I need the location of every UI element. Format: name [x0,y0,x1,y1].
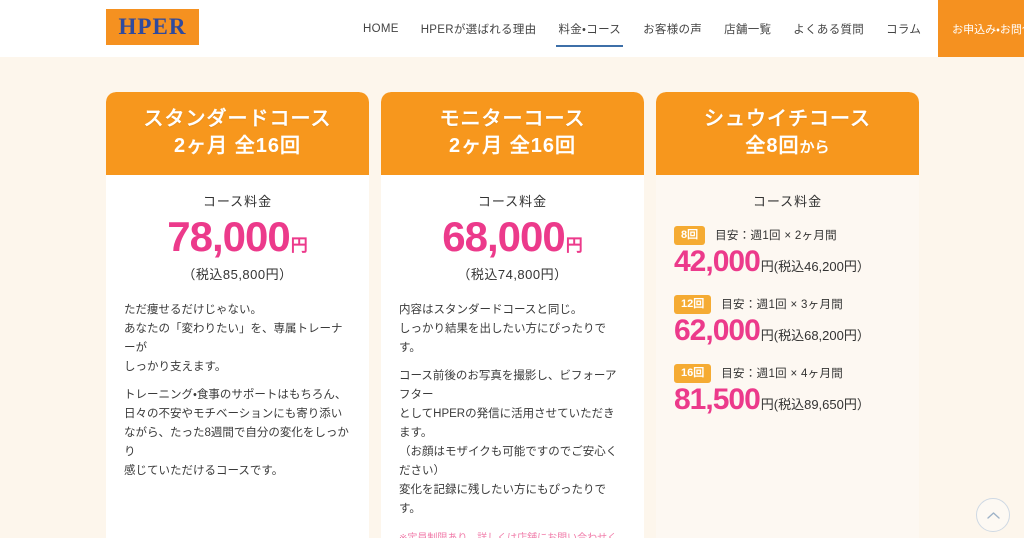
tier-frequency-text: 目安：週1回 × 3ヶ月間 [721,299,844,312]
tier-item-8: 8回 目安：週1回 × 2ヶ月間 42,000円(税込46,200円） [674,226,901,277]
card-title-line2: 2ヶ月 全16回 [449,135,576,157]
logo-text: HPER [118,14,187,39]
nav-item-faq[interactable]: よくある質問 [793,23,865,36]
card-title-line2: 全8回から [664,133,911,160]
card-description-standard: ただ痩せるだけじゃない。 あなたの「変わりたい」を、専属トレーナーが しっかり支… [124,301,351,481]
description-paragraph: ただ痩せるだけじゃない。 あなたの「変わりたい」を、専属トレーナーが しっかり支… [124,304,343,373]
card-body-standard: コース料金 78,000円 （税込85,800円） ただ痩せるだけじゃない。 あ… [106,175,369,538]
tier-frequency-text: 目安：週1回 × 4ヶ月間 [721,368,844,381]
tier-price-suffix: 円(税込68,200円） [760,327,870,343]
chevron-up-icon [986,511,1000,520]
price-tax-included: （税込74,800円） [457,267,568,282]
tier-list: 8回 目安：週1回 × 2ヶ月間 42,000円(税込46,200円） 12回 … [674,226,901,415]
card-title-line2-main: 全8回 [745,135,800,157]
site-logo[interactable]: HPER [106,9,199,45]
card-header-monitor: モニターコース 2ヶ月 全16回 [381,92,644,175]
scroll-to-top-button[interactable] [976,498,1010,532]
tier-count-chip: 16回 [674,363,712,383]
pricing-section: スタンダードコース 2ヶ月 全16回 コース料金 78,000円 （税込85,8… [0,57,1024,538]
price-label: コース料金 [752,194,823,209]
tier-item-16: 16回 目安：週1回 × 4ヶ月間 81,500円(税込89,650円） [674,363,901,416]
nav-item-reasons[interactable]: HPERが選ばれる理由 [420,23,537,36]
tier-price: 81,500円(税込89,650円） [674,382,901,416]
nav-item-home[interactable]: HOME [363,22,399,35]
price-tax-included: （税込85,800円） [182,267,293,282]
tier-item-12: 12回 目安：週1回 × 3ヶ月間 62,000円(税込68,200円） [674,294,901,347]
nav-item-pricing[interactable]: 料金・コース [547,0,632,57]
card-title-line2: 2ヶ月 全16回 [174,135,301,157]
price-yen-unit: 円 [290,236,308,255]
pricing-card-list: スタンダードコース 2ヶ月 全16回 コース料金 78,000円 （税込85,8… [106,92,919,538]
tier-price-amount: 81,500 [674,382,761,416]
tier-header: 8回 目安：週1回 × 2ヶ月間 [674,226,901,245]
site-header: HPER HOME HPERが選ばれる理由 料金・コース お客様の声 店舗一覧 … [0,0,1024,57]
price-amount: 68,000 [442,213,565,260]
tier-price: 62,000円(税込68,200円） [674,313,901,347]
tier-price-suffix: 円(税込46,200円） [760,258,870,274]
card-body-shuichi: コース料金 8回 目安：週1回 × 2ヶ月間 42,000円(税込46,200円… [656,175,919,538]
contact-cta-button[interactable]: お申込み・お問合せ [938,0,1024,57]
tier-price-amount: 42,000 [674,244,761,278]
main-navigation: HOME HPERが選ばれる理由 料金・コース お客様の声 店舗一覧 よくある質… [352,0,1024,57]
price-label: コース料金 [202,194,273,209]
tier-header: 12回 目安：週1回 × 3ヶ月間 [674,294,901,314]
card-title-line1: シュウイチコース [704,108,871,130]
tier-price-amount: 62,000 [674,313,761,347]
tier-frequency-text: 目安：週1回 × 2ヶ月間 [715,230,837,243]
price-main: 68,000円 [399,216,626,258]
description-paragraph: 内容はスタンダードコースと同じ。 しっかり結果を出したい方にぴったりです。 [399,304,606,354]
price-main: 78,000円 [124,216,351,258]
card-title-line1: スタンダードコース [143,108,332,130]
tier-count-chip: 8回 [674,226,706,245]
capacity-note: ※定員制限あり。詳しくは店舗にお問い合わせください。 [399,531,626,538]
pricing-card-standard: スタンダードコース 2ヶ月 全16回 コース料金 78,000円 （税込85,8… [106,92,369,538]
description-paragraph: コース前後のお写真を撮影し、ビフォーアフター としてHPERの発信に活用させてい… [399,369,618,515]
card-title-line1: モニターコース [439,108,586,130]
pricing-card-monitor: モニターコース 2ヶ月 全16回 コース料金 68,000円 （税込74,800… [381,92,644,538]
nav-item-column[interactable]: コラム [886,23,922,36]
card-description-monitor: 内容はスタンダードコースと同じ。 しっかり結果を出したい方にぴったりです。 コー… [399,301,626,519]
tier-price-suffix: 円(税込89,650円） [760,396,870,412]
nav-item-voices[interactable]: お客様の声 [643,23,703,36]
description-paragraph: トレーニング・食事のサポートはもちろん、 日々の不安やモチベーションにも寄り添い… [124,388,349,477]
pricing-card-shuichi: シュウイチコース 全8回から コース料金 8回 目安：週1回 × 2ヶ月間 42… [656,92,919,538]
tier-count-chip: 12回 [674,294,712,314]
price-yen-unit: 円 [565,236,583,255]
tier-header: 16回 目安：週1回 × 4ヶ月間 [674,363,901,383]
card-header-shuichi: シュウイチコース 全8回から [656,92,919,175]
card-header-standard: スタンダードコース 2ヶ月 全16回 [106,92,369,175]
tier-price: 42,000円(税込46,200円） [674,244,901,278]
price-amount: 78,000 [167,213,290,260]
card-body-monitor: コース料金 68,000円 （税込74,800円） 内容はスタンダードコースと同… [381,175,644,538]
nav-item-stores[interactable]: 店舗一覧 [724,23,772,36]
card-title-line2-suffix: から [799,139,830,156]
price-label: コース料金 [477,194,548,209]
